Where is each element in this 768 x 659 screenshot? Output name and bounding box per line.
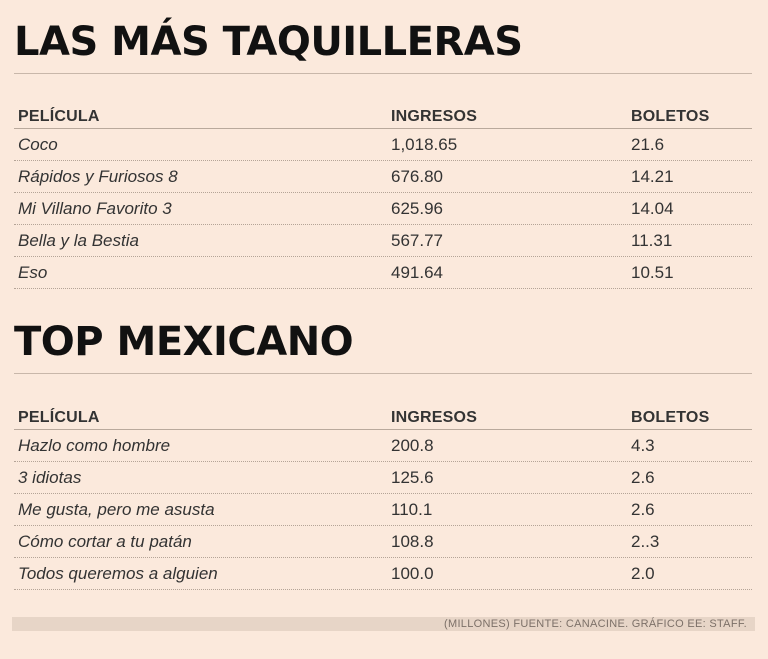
cell-boletos: 21.6 bbox=[631, 134, 665, 154]
section-title: LAS MÁS TAQUILLERAS bbox=[14, 19, 523, 65]
cell-ingresos: 1,018.65 bbox=[391, 134, 458, 154]
column-header-pelicula: PELÍCULA bbox=[18, 409, 100, 426]
table-row: Hazlo como hombre 200.8 4.3 bbox=[14, 430, 752, 462]
cell-boletos: 10.51 bbox=[631, 262, 674, 282]
column-header-boletos: BOLETOS bbox=[631, 108, 710, 125]
cell-ingresos: 625.96 bbox=[391, 198, 443, 218]
title-divider bbox=[14, 73, 752, 74]
column-header-ingresos: INGRESOS bbox=[391, 409, 478, 426]
column-header-pelicula: PELÍCULA bbox=[18, 108, 100, 125]
source-footer: (MILLONES) FUENTE: CANACINE. GRÁFICO EE:… bbox=[12, 617, 755, 631]
section-title: TOP MEXICANO bbox=[14, 319, 354, 365]
table-row: Todos queremos a alguien 100.0 2.0 bbox=[14, 558, 752, 590]
cell-boletos: 2.0 bbox=[631, 563, 655, 583]
cell-ingresos: 676.80 bbox=[391, 166, 443, 186]
table-row: 3 idiotas 125.6 2.6 bbox=[14, 462, 752, 494]
title-divider bbox=[14, 373, 752, 374]
cell-ingresos: 108.8 bbox=[391, 531, 434, 551]
table-row: Cómo cortar a tu patán 108.8 2..3 bbox=[14, 526, 752, 558]
cell-boletos: 4.3 bbox=[631, 435, 655, 455]
table-body: Coco 1,018.65 21.6 Rápidos y Furiosos 8 676.… bbox=[14, 129, 752, 289]
cell-boletos: 2..3 bbox=[631, 531, 660, 551]
cell-pelicula: Hazlo como hombre bbox=[18, 435, 171, 455]
cell-pelicula: Todos queremos a alguien bbox=[18, 563, 218, 583]
table-header: PELÍCULA INGRESOS BOLETOS bbox=[14, 407, 752, 430]
cell-pelicula: Coco bbox=[18, 134, 58, 154]
table-row: Bella y la Bestia 567.77 11.31 bbox=[14, 225, 752, 257]
table-header: PELÍCULA INGRESOS BOLETOS bbox=[14, 106, 752, 129]
cell-pelicula: Bella y la Bestia bbox=[18, 230, 139, 250]
table-row: Rápidos y Furiosos 8 676.80 14.21 bbox=[14, 161, 752, 193]
cell-pelicula: Cómo cortar a tu patán bbox=[18, 531, 192, 551]
table-row: Me gusta, pero me asusta 110.1 2.6 bbox=[14, 494, 752, 526]
cell-boletos: 14.21 bbox=[631, 166, 674, 186]
column-header-ingresos: INGRESOS bbox=[391, 108, 478, 125]
cell-boletos: 14.04 bbox=[631, 198, 674, 218]
cell-ingresos: 491.64 bbox=[391, 262, 443, 282]
table-row: Eso 491.64 10.51 bbox=[14, 257, 752, 289]
cell-boletos: 2.6 bbox=[631, 499, 655, 519]
table-section-top-mexicano: TOP MEXICANO PELÍCULA INGRESOS BOLETOS H… bbox=[14, 322, 752, 590]
table-row: Mi Villano Favorito 3 625.96 14.04 bbox=[14, 193, 752, 225]
cell-ingresos: 200.8 bbox=[391, 435, 434, 455]
cell-pelicula: 3 idiotas bbox=[18, 467, 82, 487]
cell-pelicula: Me gusta, pero me asusta bbox=[18, 499, 215, 519]
cell-boletos: 2.6 bbox=[631, 467, 655, 487]
table-section-taquilleras: LAS MÁS TAQUILLERAS PELÍCULA INGRESOS BO… bbox=[14, 22, 752, 289]
cell-pelicula: Mi Villano Favorito 3 bbox=[18, 198, 172, 218]
table-row: Coco 1,018.65 21.6 bbox=[14, 129, 752, 161]
cell-boletos: 11.31 bbox=[631, 230, 673, 250]
column-header-boletos: BOLETOS bbox=[631, 409, 710, 426]
cell-ingresos: 567.77 bbox=[391, 230, 443, 250]
cell-ingresos: 100.0 bbox=[391, 563, 434, 583]
table-body: Hazlo como hombre 200.8 4.3 3 idiotas 125.6 2… bbox=[14, 430, 752, 590]
cell-pelicula: Rápidos y Furiosos 8 bbox=[18, 166, 178, 186]
cell-ingresos: 125.6 bbox=[391, 467, 434, 487]
cell-pelicula: Eso bbox=[18, 262, 48, 282]
cell-ingresos: 110.1 bbox=[391, 499, 433, 519]
